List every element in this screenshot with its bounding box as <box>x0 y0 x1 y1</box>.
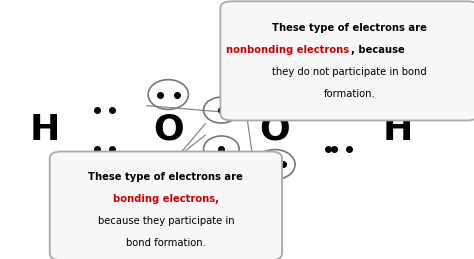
Text: O: O <box>260 112 290 147</box>
Text: nonbonding electrons: nonbonding electrons <box>227 45 350 55</box>
Text: H: H <box>30 112 60 147</box>
Text: These type of electrons are: These type of electrons are <box>272 23 427 33</box>
FancyBboxPatch shape <box>50 152 282 259</box>
FancyBboxPatch shape <box>220 1 474 120</box>
Text: because they participate in: because they participate in <box>98 216 234 226</box>
Text: they do not participate in bond: they do not participate in bond <box>272 67 427 77</box>
Text: bonding electrons,: bonding electrons, <box>113 194 219 204</box>
Text: formation.: formation. <box>324 89 375 99</box>
Text: O: O <box>153 112 183 147</box>
Text: These type of electrons are: These type of electrons are <box>89 172 243 182</box>
Text: , because: , because <box>350 45 404 55</box>
Text: bond formation.: bond formation. <box>126 238 206 248</box>
Text: H: H <box>383 112 413 147</box>
